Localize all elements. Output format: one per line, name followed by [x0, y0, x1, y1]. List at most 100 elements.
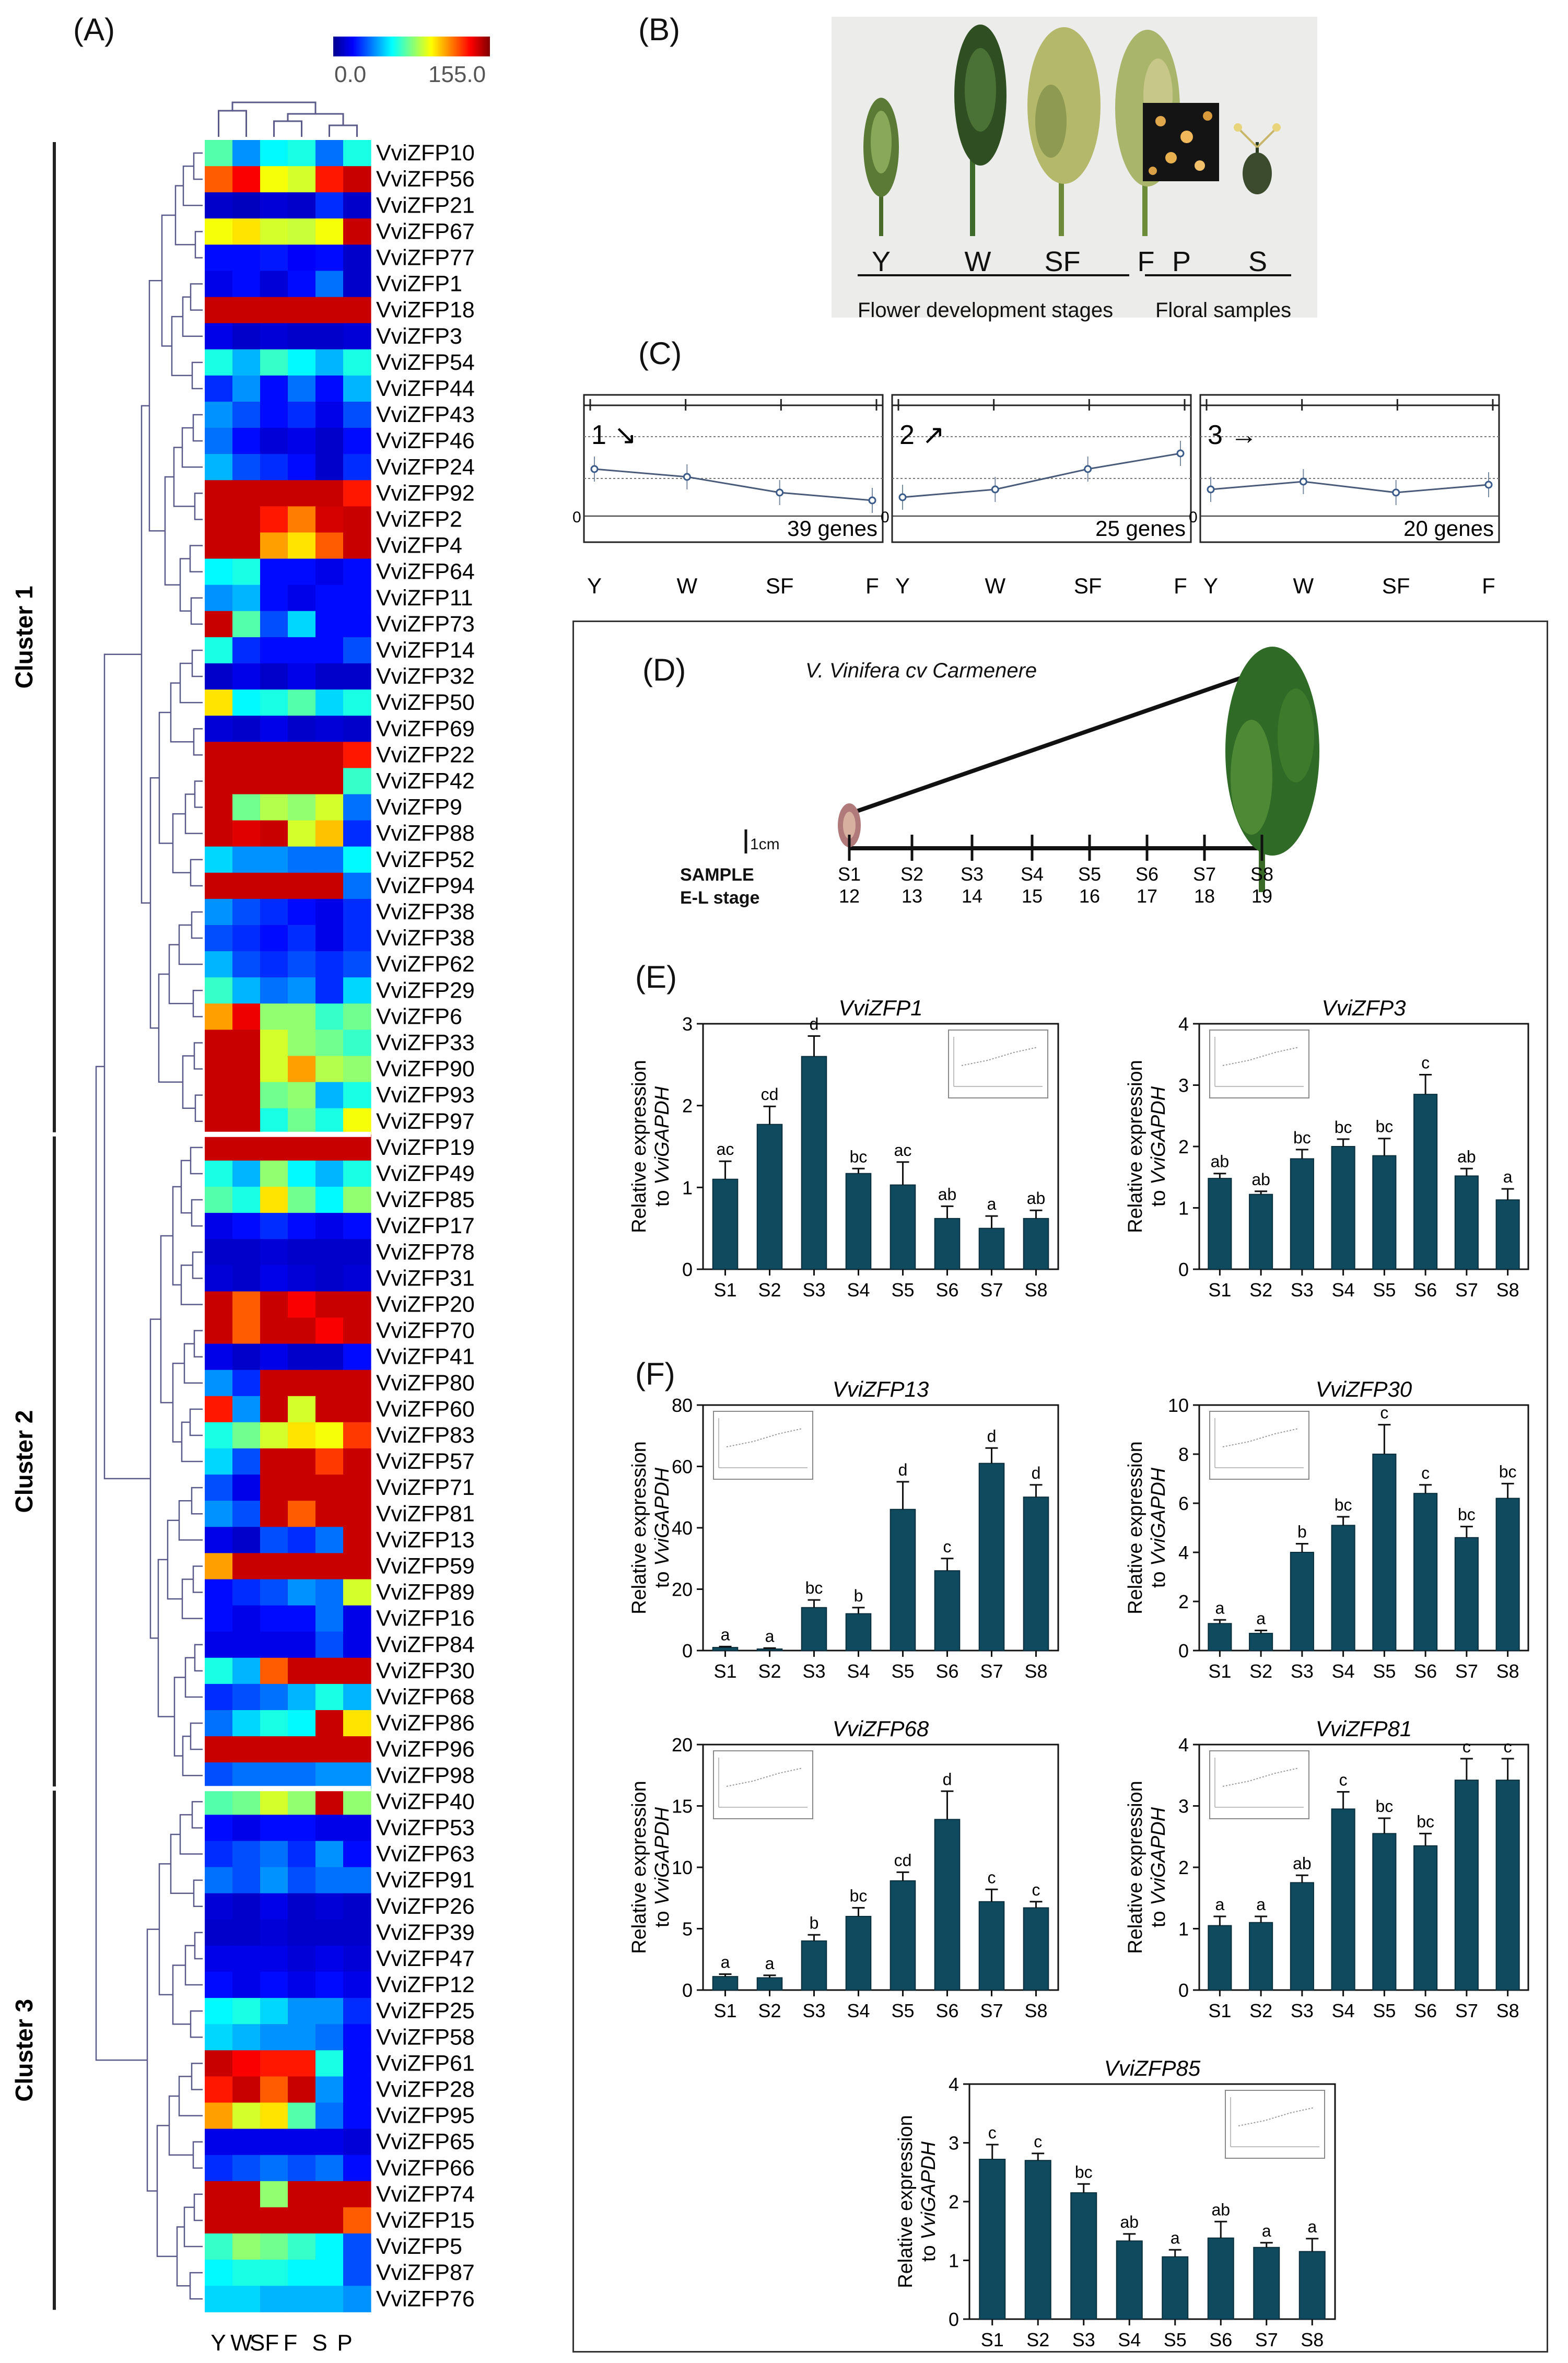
trend-x-label: SF: [766, 574, 794, 598]
significance-letter: a: [721, 1952, 730, 1971]
trend-point: [1207, 485, 1215, 494]
heatmap-cell: [343, 454, 371, 481]
significance-letter: d: [987, 1426, 997, 1445]
heatmap-cell: [260, 1317, 288, 1344]
gene-label: VviZFP96: [376, 1737, 475, 1762]
heatmap-cell: [343, 1213, 371, 1239]
heatmap-cell: [205, 1291, 233, 1318]
gene-label: VviZFP20: [376, 1292, 475, 1317]
heatmap-cell: [315, 1343, 344, 1371]
heatmap-cell: [232, 611, 261, 638]
x-tick-label: S4: [847, 1279, 870, 1301]
heatmap: VviZFP10VviZFP56VviZFP21VviZFP67VviZFP77…: [205, 101, 475, 2356]
bar: [801, 1607, 827, 1651]
heatmap-cell: [343, 1998, 371, 2025]
bar: [1331, 1525, 1355, 1652]
y-axis-label: Relative expressionto VviGAPDH: [895, 2115, 940, 2288]
heatmap-cell: [288, 1945, 316, 1972]
heatmap-cell: [205, 951, 233, 978]
panel-label-e: (E): [635, 960, 677, 995]
y-axis-label: Relative expressionto VviGAPDH: [1125, 1060, 1169, 1233]
heatmap-cell: [288, 1265, 316, 1292]
significance-letter: ac: [894, 1141, 912, 1160]
heatmap-cell: [260, 1788, 288, 1815]
heatmap-cell: [232, 2286, 261, 2312]
heatmap-cell: [315, 323, 344, 350]
x-tick-label: S4: [847, 1660, 870, 1682]
heatmap-cell: [260, 1187, 288, 1213]
x-tick-label: S1: [713, 1660, 736, 1682]
column-label: Y: [210, 2330, 226, 2356]
heatmap-cell: [232, 1972, 261, 1998]
panel-label-a: (A): [73, 12, 115, 47]
heatmap-cell: [260, 323, 288, 350]
heatmap-cell: [315, 1683, 344, 1711]
heatmap-cell: [315, 1134, 344, 1161]
heatmap-cell: [288, 1160, 316, 1187]
heatmap-cell: [315, 480, 344, 507]
heatmap-cell: [288, 349, 316, 376]
x-tick-label: S5: [1164, 2329, 1187, 2350]
heatmap-cell: [288, 1998, 316, 2025]
heatmap-cell: [205, 532, 233, 559]
heatmap-cell: [260, 244, 288, 272]
heatmap-cell: [260, 1239, 288, 1266]
heatmap-cell: [315, 218, 344, 245]
x-tick-label: S2: [1249, 1660, 1272, 1682]
heatmap-cell: [315, 2155, 344, 2182]
gene-label: VviZFP98: [376, 1763, 475, 1788]
heatmap-cell: [288, 1841, 316, 1868]
gene-label: VviZFP16: [376, 1606, 475, 1631]
heatmap-cell: [343, 2050, 371, 2077]
heatmap-row: VviZFP49: [205, 1160, 475, 1187]
gene-label: VviZFP47: [376, 1946, 475, 1971]
heatmap-cell: [343, 2076, 371, 2103]
y-axis-label: Relative expressionto VviGAPDH: [1125, 1441, 1169, 1615]
heatmap-row: VviZFP74: [205, 2181, 475, 2208]
x-tick-label: S7: [980, 2000, 1003, 2021]
heatmap-cell: [288, 2181, 316, 2208]
heatmap-row: VviZFP6: [205, 1003, 462, 1030]
x-tick-label: S4: [1332, 2000, 1355, 2021]
heatmap-cell: [232, 1134, 261, 1161]
heatmap-cell: [343, 1291, 371, 1318]
heatmap-cell: [315, 1553, 344, 1580]
gene-label: VviZFP91: [376, 1868, 475, 1893]
heatmap-cell: [343, 898, 371, 926]
heatmap-cell: [315, 1815, 344, 1842]
heatmap-cell: [205, 1082, 233, 1109]
heatmap-cell: [260, 1605, 288, 1632]
heatmap-row: VviZFP71: [205, 1475, 475, 1501]
heatmap-cell: [343, 846, 371, 873]
gene-label: VviZFP39: [376, 1920, 475, 1945]
trend-point: [1176, 449, 1185, 458]
y-tick-label: 20: [672, 1734, 693, 1756]
gene-label: VviZFP13: [376, 1527, 475, 1552]
heatmap-cell: [315, 402, 344, 428]
x-tick-label: S3: [802, 2000, 825, 2021]
trend-line: [902, 452, 1181, 498]
heatmap-cell: [343, 2155, 371, 2182]
heatmap-cell: [232, 1788, 261, 1815]
trend-gene-count: 39 genes: [787, 516, 877, 541]
heatmap-cell: [232, 428, 261, 454]
heatmap-row: VviZFP58: [205, 2024, 475, 2051]
flower-photo-panel: Y W SF F P S Flower development stages F…: [832, 17, 1317, 322]
heatmap-cell: [232, 454, 261, 481]
gene-label: VviZFP46: [376, 428, 475, 453]
photo-label-p: P: [1172, 246, 1191, 277]
heatmap-row: VviZFP78: [205, 1239, 475, 1266]
heatmap-cell: [343, 166, 371, 193]
heatmap-cell: [315, 1370, 344, 1397]
heatmap-cell: [315, 637, 344, 664]
heatmap-row: VviZFP91: [205, 1867, 475, 1894]
heatmap-cell: [232, 1710, 261, 1737]
chart-title: VviZFP30: [1316, 1377, 1412, 1401]
heatmap-cell: [315, 1056, 344, 1083]
gene-label: VviZFP38: [376, 899, 475, 925]
heatmap-cell: [343, 1160, 371, 1187]
trend-point: [683, 473, 691, 481]
trend-gene-count: 25 genes: [1095, 516, 1186, 541]
heatmap-cell: [343, 951, 371, 978]
gene-label: VviZFP26: [376, 1894, 475, 1919]
